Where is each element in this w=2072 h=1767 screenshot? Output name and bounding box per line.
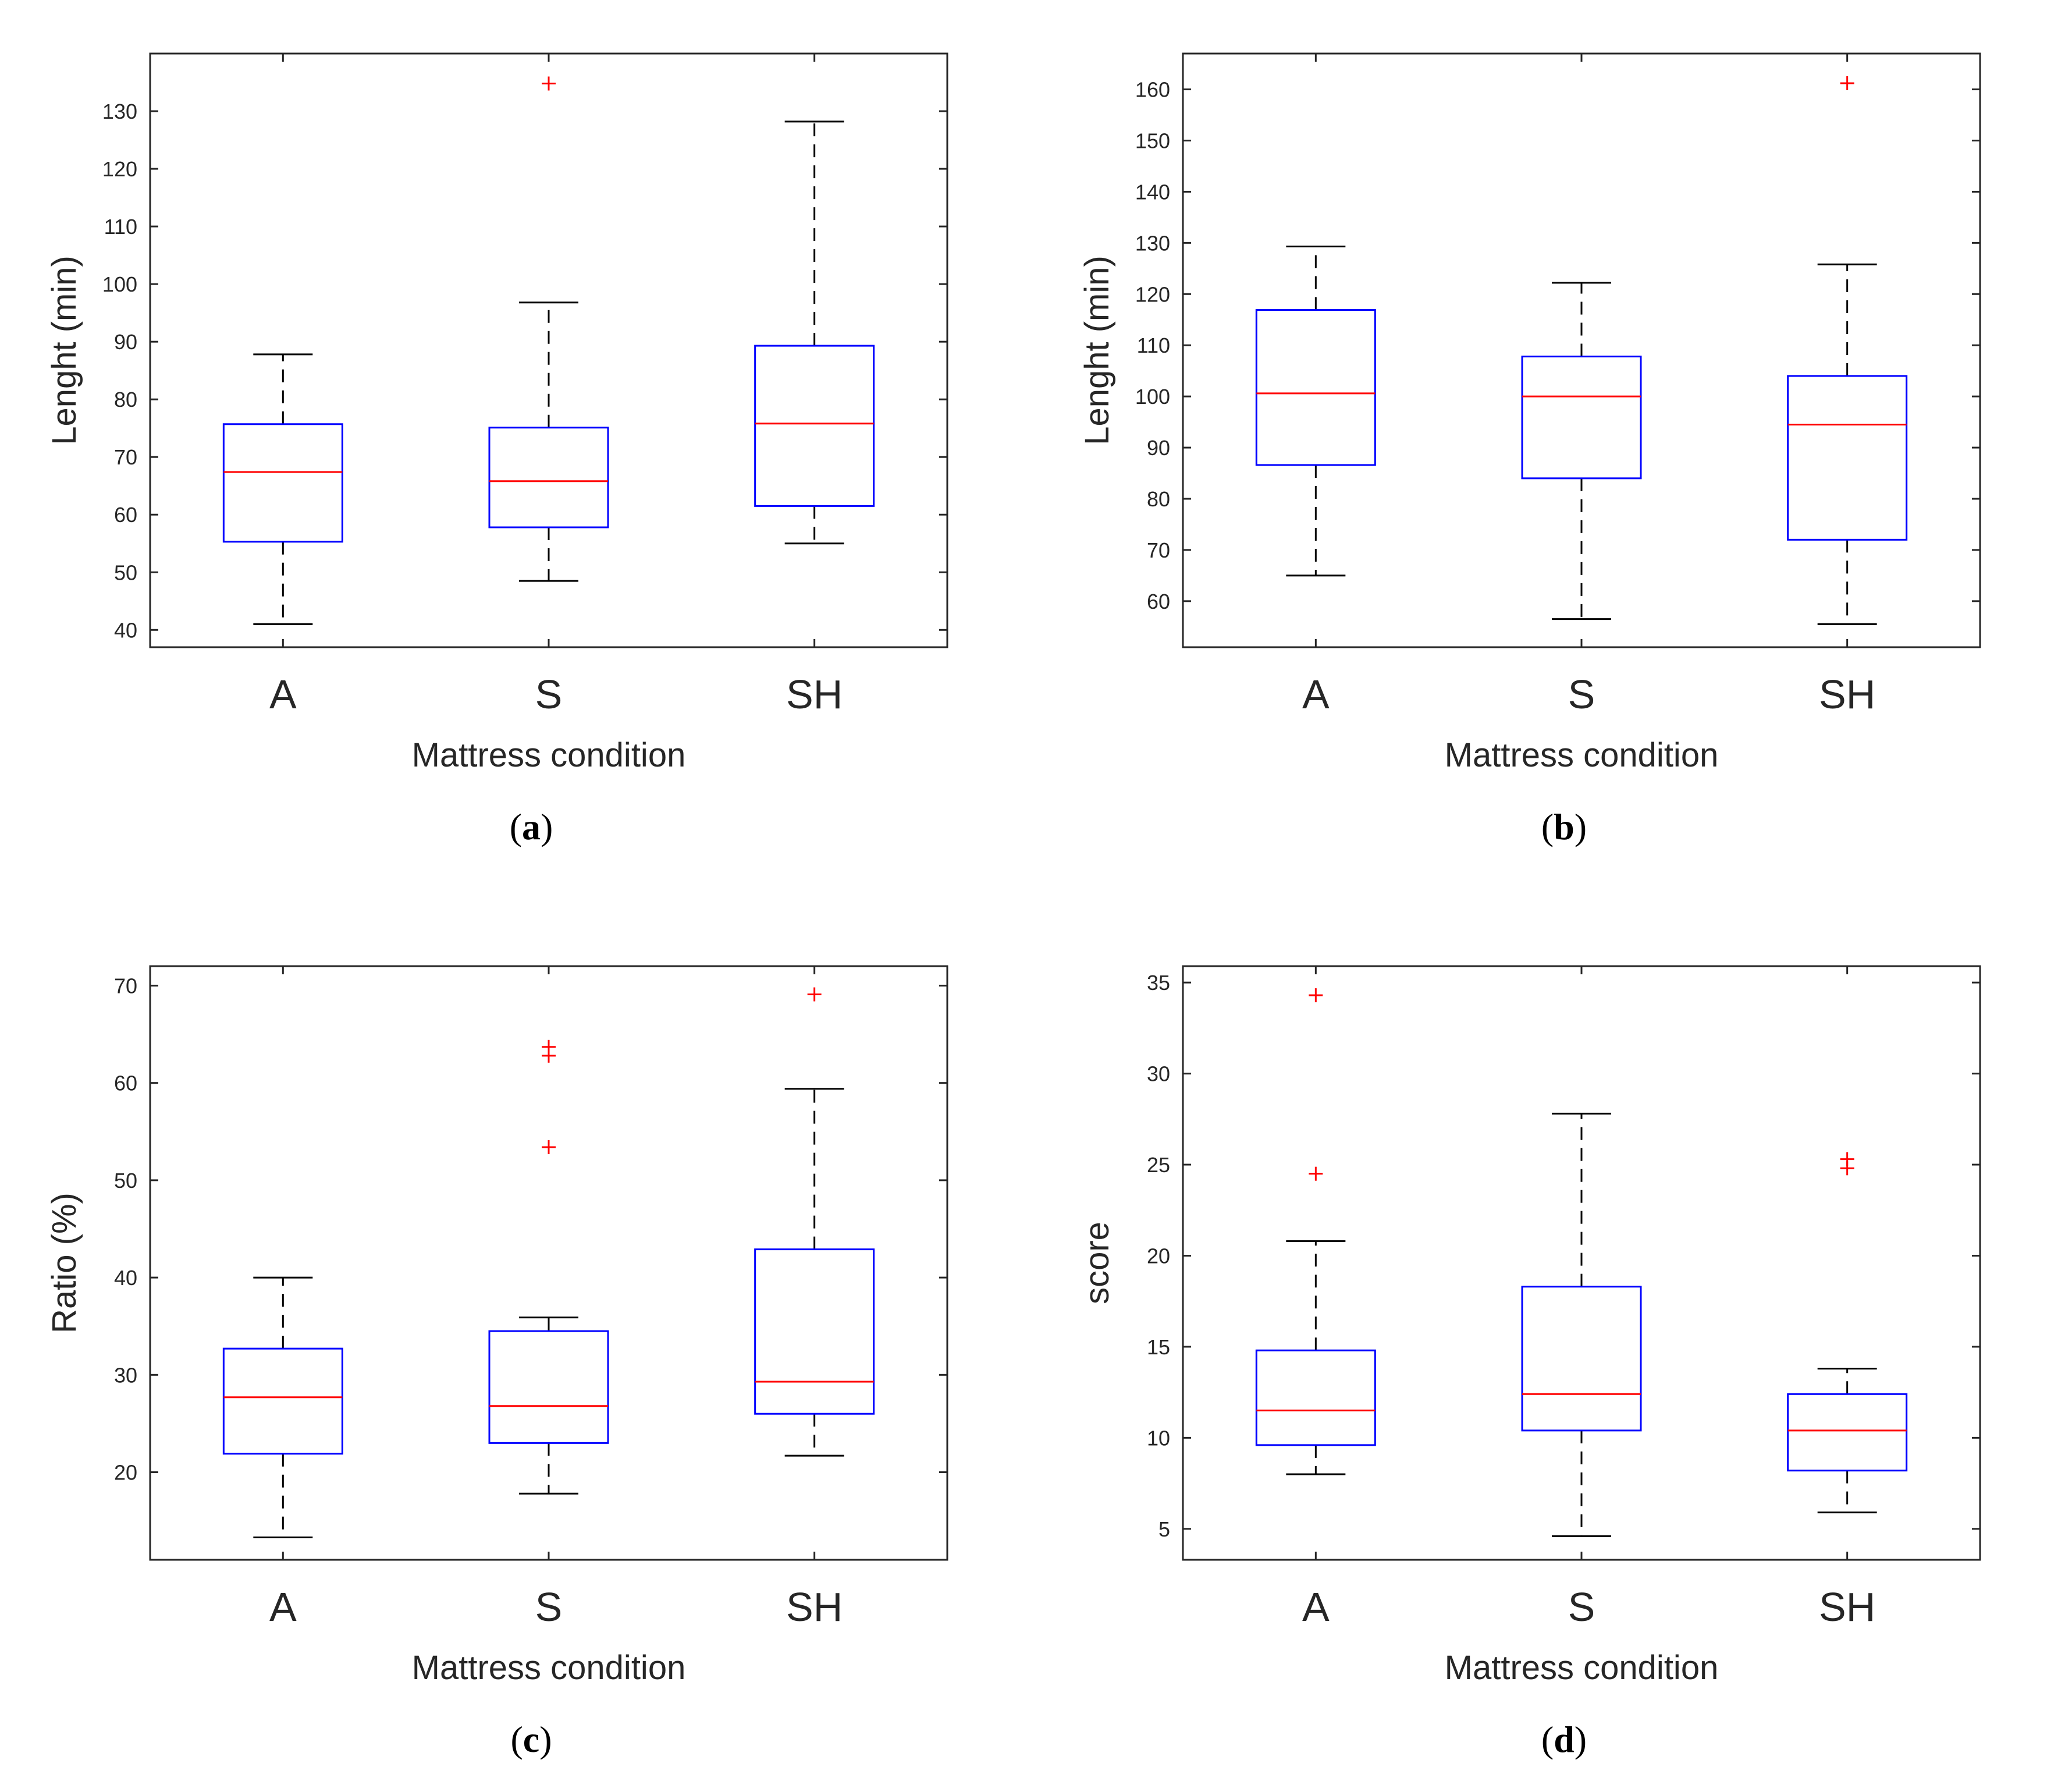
y-tick-label: 25 [1147, 1153, 1170, 1177]
y-tick-label: 50 [114, 1169, 137, 1193]
iqr-box [488, 1330, 609, 1444]
y-tick-label: 60 [114, 503, 137, 527]
y-tick-label: 110 [104, 215, 137, 239]
outlier-marker [542, 1140, 556, 1155]
y-tick-label: 70 [114, 974, 137, 998]
x-tick-label: S [1568, 1584, 1595, 1630]
x-axis-title: Mattress condition [1445, 1649, 1719, 1687]
box-SH [1787, 1152, 1908, 1514]
outlier-marker [1840, 76, 1854, 90]
iqr-box [1521, 1286, 1642, 1432]
x-axis-title: Mattress condition [1445, 736, 1719, 774]
outlier-marker [1309, 1166, 1323, 1181]
y-tick-label: 90 [114, 330, 137, 354]
box-A [1255, 246, 1376, 577]
panel-label: (c) [510, 1719, 552, 1760]
chart-panel-a: 40 50 60 70 80 90 100 110 120 130 A S SH Mattress con… [45, 52, 948, 847]
panel-label: (b) [1541, 806, 1587, 847]
x-axis-title: Mattress condition [412, 736, 686, 774]
x-axis-title: Mattress condition [412, 1649, 686, 1687]
y-tick-label: 35 [1147, 971, 1170, 995]
y-axis-title: Lenght (min) [1078, 256, 1116, 445]
iqr-box [488, 427, 609, 528]
y-tick-label: 120 [102, 157, 137, 181]
iqr-box [1255, 1349, 1376, 1446]
x-tick-label: A [269, 1584, 297, 1630]
y-tick-label: 60 [114, 1071, 137, 1095]
x-tick-label: S [1568, 672, 1595, 717]
y-tick-label: 80 [114, 388, 137, 411]
y-tick-label: 160 [1135, 78, 1170, 102]
chart-panel-b: 60 70 80 90 100 110 120 130 140 150 160 A S SH Mattres… [1078, 52, 1981, 847]
y-tick-label: 20 [1147, 1244, 1170, 1268]
x-tick-label: SH [1819, 1584, 1875, 1630]
y-tick-label: 15 [1147, 1335, 1170, 1359]
iqr-box [1787, 1393, 1908, 1472]
y-axis-title: Ratio (%) [45, 1193, 83, 1333]
x-tick-label: S [535, 672, 563, 717]
outlier-marker [807, 987, 822, 1002]
iqr-box [754, 1248, 875, 1415]
iqr-box [754, 345, 875, 507]
chart-panel-d: 5 10 15 20 25 30 35 A S SH Mattress condition score… [1078, 965, 1981, 1760]
box-S [1521, 1112, 1642, 1537]
box-S [1521, 282, 1642, 620]
box-S [488, 1039, 609, 1495]
y-tick-label: 70 [114, 445, 137, 469]
box-SH [754, 120, 875, 545]
y-tick-label: 120 [1135, 282, 1170, 306]
x-tick-label: SH [1819, 672, 1875, 717]
x-tick-label: A [1302, 672, 1330, 717]
x-tick-label: SH [786, 672, 843, 717]
iqr-box [1521, 356, 1642, 480]
y-axis-title: Lenght (min) [45, 256, 83, 445]
box-S [488, 76, 609, 582]
box-A [222, 353, 343, 625]
outlier-marker [542, 1039, 556, 1054]
iqr-box [222, 1347, 343, 1455]
y-tick-label: 5 [1158, 1517, 1170, 1541]
y-tick-label: 70 [1147, 538, 1170, 562]
chart-panel-c: 20 30 40 50 60 70 A S SH Mattress condition Ratio … [45, 965, 948, 1760]
outlier-marker [542, 76, 556, 91]
box-A [1255, 988, 1376, 1475]
y-tick-label: 110 [1137, 333, 1170, 357]
box-SH [1787, 76, 1908, 625]
y-tick-label: 140 [1135, 180, 1170, 204]
x-tick-label: A [269, 672, 297, 717]
y-tick-label: 40 [114, 1266, 137, 1290]
x-tick-label: S [535, 1584, 563, 1630]
y-tick-label: 100 [1135, 385, 1170, 409]
y-axis-title: score [1078, 1222, 1116, 1304]
iqr-box [222, 423, 343, 543]
y-tick-label: 150 [1135, 129, 1170, 152]
box-SH [754, 987, 875, 1457]
y-tick-label: 30 [1147, 1062, 1170, 1086]
panel-label: (d) [1541, 1719, 1587, 1760]
y-tick-label: 20 [114, 1461, 137, 1485]
outlier-marker [1840, 1152, 1854, 1166]
y-tick-label: 90 [1147, 436, 1170, 460]
box-A [222, 1276, 343, 1539]
y-tick-label: 30 [114, 1363, 137, 1387]
y-tick-label: 50 [114, 560, 137, 584]
y-tick-label: 130 [1135, 231, 1170, 255]
x-tick-label: A [1302, 1584, 1330, 1630]
y-tick-label: 40 [114, 618, 137, 642]
iqr-box [1787, 375, 1908, 541]
y-tick-label: 100 [102, 272, 137, 296]
y-tick-label: 10 [1147, 1426, 1170, 1450]
iqr-box [1255, 309, 1376, 466]
outlier-marker [1309, 988, 1323, 1003]
y-tick-label: 80 [1147, 487, 1170, 511]
panel-label: (a) [510, 806, 553, 847]
x-tick-label: SH [786, 1584, 843, 1630]
y-tick-label: 130 [102, 100, 137, 123]
y-tick-label: 60 [1147, 590, 1170, 613]
